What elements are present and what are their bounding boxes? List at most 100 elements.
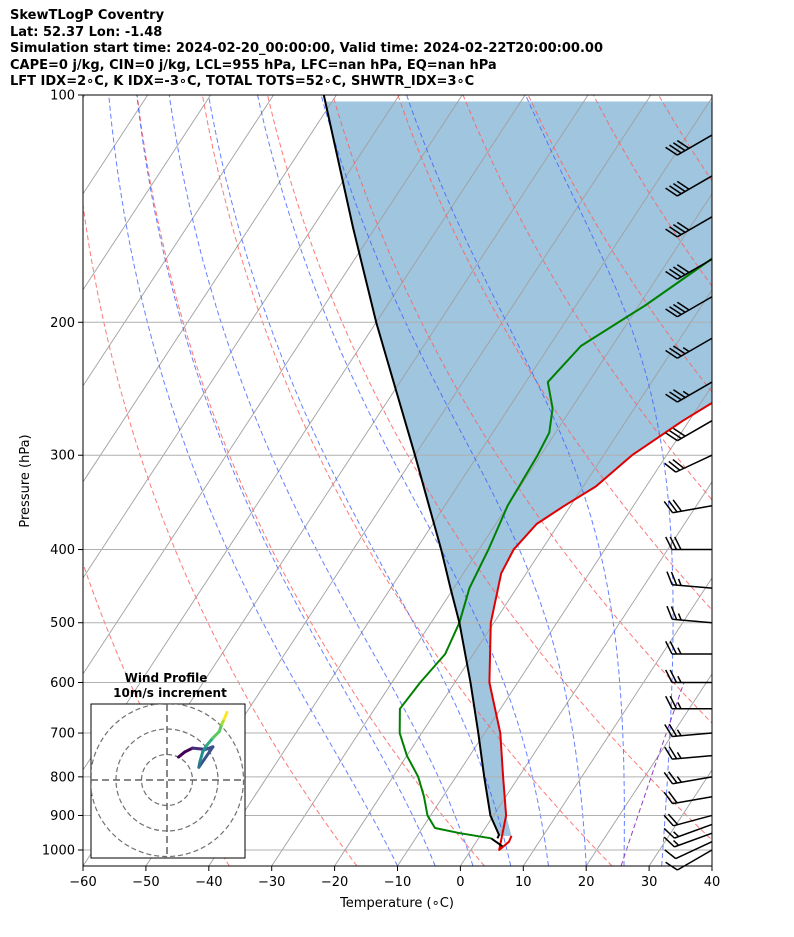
y-tick-label: 500 [50, 616, 75, 631]
wind-barb-feather [664, 746, 673, 760]
wind-barb-staff [674, 832, 713, 848]
wind-barb-half-feather [682, 347, 690, 353]
wind-barb-staff [675, 454, 713, 473]
x-tick-label: 30 [641, 875, 658, 890]
mixing-ratio-line [719, 683, 775, 867]
wind-barb-feather [664, 849, 677, 860]
moist-adiabat-line [168, 95, 474, 866]
wind-barb-feather [666, 605, 673, 620]
isotherm-line [83, 95, 274, 387]
wind-barb [665, 381, 713, 403]
wind-barb-staff [673, 814, 713, 827]
wind-barb-feather [663, 772, 674, 785]
wind-barb-feather [668, 791, 678, 804]
wind-barb-feather [676, 264, 690, 274]
wind-barb-staff [674, 823, 713, 839]
wind-barb-feather [672, 345, 686, 355]
x-tick-label: −10 [384, 875, 411, 890]
wind-barb [663, 823, 713, 839]
y-tick-label: 800 [50, 770, 75, 785]
wind-barb-half-feather [673, 839, 680, 846]
wind-barb-feather [669, 536, 678, 550]
hodograph-plot [91, 704, 245, 858]
x-tick-label: −50 [132, 875, 159, 890]
wind-barb-half-feather [677, 702, 682, 710]
wind-barb-staff [676, 420, 713, 442]
wind-barb [664, 841, 713, 860]
wind-barb-feather [665, 536, 673, 550]
dry-adiabat-line [201, 95, 613, 866]
x-tick-label: 0 [456, 875, 464, 890]
wind-barb [665, 258, 713, 280]
moist-adiabat-line [257, 95, 549, 866]
wind-barb-half-feather [676, 751, 682, 759]
wind-barb-feather [669, 430, 682, 440]
wind-barb-feather [668, 771, 678, 784]
wind-barb-feather [674, 536, 682, 550]
wind-barb-feather [664, 724, 673, 737]
wind-barb-feather [672, 183, 686, 193]
wind-barb [664, 454, 713, 473]
y-tick-label: 200 [50, 316, 75, 331]
wind-barb-feather [663, 827, 675, 839]
x-tick-label: −40 [195, 875, 222, 890]
hodograph-trace-segment [205, 736, 215, 748]
mixing-ratio-line [620, 682, 685, 866]
wind-barb [665, 420, 713, 442]
wind-barb [663, 813, 713, 827]
dewpoint-profile-line [398, 257, 712, 840]
wind-barb-feather [676, 139, 690, 149]
wind-barb-staff [672, 776, 713, 785]
x-tick-label: −20 [321, 875, 348, 890]
wind-barb-feather [669, 306, 682, 316]
x-tick-label: −60 [69, 875, 96, 890]
wind-barb-half-feather [677, 578, 682, 586]
wind-barb-feather [663, 500, 674, 514]
moist-adiabat-line [208, 95, 512, 866]
wind-barb-half-feather [677, 647, 682, 655]
dry-adiabat-line [267, 95, 712, 841]
isotherm-line [83, 95, 400, 579]
wind-barb-feather [672, 458, 685, 469]
wind-barb-feather [668, 500, 678, 513]
wind-barb-feather [665, 270, 678, 280]
wind-barb-half-feather [676, 776, 683, 783]
simulation-times: Simulation start time: 2024-02-20_00:00:… [10, 41, 603, 56]
wind-barb [663, 791, 713, 805]
wind-barb-half-feather [677, 675, 682, 683]
hodograph-trace-segment [197, 745, 215, 769]
wind-barb-half-feather [677, 613, 682, 621]
wind-barb-feather [663, 791, 674, 805]
wind-barb-feather [672, 427, 686, 437]
station-location: Lat: 52.37 Lon: -1.48 [10, 24, 163, 40]
wind-barb-feather [665, 187, 678, 197]
x-axis-label: Temperature (∘C) [339, 896, 454, 911]
dry-adiabat-line [724, 95, 794, 866]
y-tick-label: 1000 [42, 844, 75, 859]
wind-barb-feather [669, 641, 678, 655]
wind-barb-feather [669, 226, 682, 236]
wind-barb-feather [669, 347, 682, 357]
wind-barb-staff [672, 618, 713, 624]
parcel-foot-line [490, 837, 503, 848]
wind-barb-feather [665, 695, 673, 710]
wind-barb-feather [668, 723, 678, 737]
wind-barb [664, 746, 713, 760]
wind-barb-staff [676, 296, 713, 318]
hodograph-trace-segment [198, 750, 205, 763]
stability-indices: LFT IDX=2∘C, K IDX=-3∘C, TOTAL TOTS=52∘C… [10, 74, 475, 89]
wind-barb-feather [672, 142, 686, 152]
wind-barb [663, 771, 713, 785]
wind-barb-feather [669, 669, 678, 683]
convective-parameters: CAPE=0 j/kg, CIN=0 j/kg, LCL=955 hPa, LF… [10, 57, 497, 73]
wind-barb-staff [676, 134, 713, 156]
dry-adiabat-line [136, 95, 485, 866]
wind-barb-staff [672, 732, 713, 738]
hodograph-ring [91, 704, 245, 858]
wind-barb-staff [676, 849, 713, 871]
sounding-profiles [322, 95, 712, 851]
dry-adiabat-line [83, 201, 358, 866]
wind-barb-feather [665, 308, 678, 318]
hodograph-trace-segment [211, 730, 221, 740]
wind-barb-staff [672, 795, 713, 805]
